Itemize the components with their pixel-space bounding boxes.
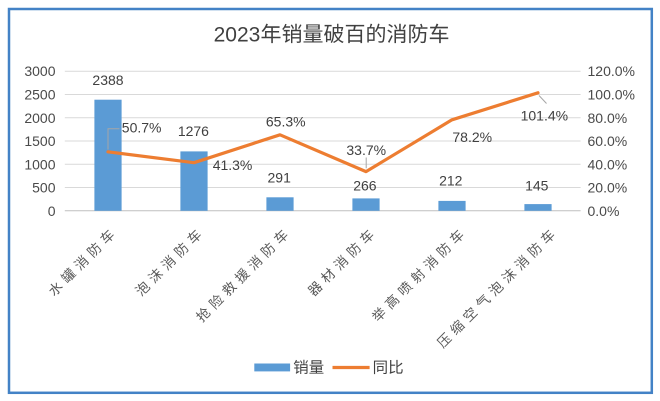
svg-text:145: 145	[525, 177, 549, 193]
svg-text:78.2%: 78.2%	[452, 129, 492, 145]
svg-text:212: 212	[439, 173, 463, 189]
svg-text:40.0%: 40.0%	[588, 156, 628, 172]
svg-text:2388: 2388	[92, 72, 123, 88]
svg-text:100.0%: 100.0%	[588, 87, 635, 103]
svg-text:1276: 1276	[178, 123, 209, 139]
svg-text:2023: 2023	[214, 23, 261, 46]
svg-text:266: 266	[353, 177, 377, 193]
svg-text:0.0%: 0.0%	[588, 203, 620, 219]
svg-text:2000: 2000	[24, 110, 55, 126]
svg-text:60.0%: 60.0%	[588, 133, 628, 149]
svg-text:101.4%: 101.4%	[521, 108, 568, 124]
svg-text:291: 291	[268, 170, 292, 186]
svg-text:20.0%: 20.0%	[588, 180, 628, 196]
svg-text:33.7%: 33.7%	[346, 142, 386, 158]
svg-text:500: 500	[32, 180, 56, 196]
svg-text:50.7%: 50.7%	[122, 119, 162, 135]
svg-text:1500: 1500	[24, 133, 55, 149]
svg-text:3000: 3000	[24, 63, 55, 79]
svg-text:120.0%: 120.0%	[588, 63, 635, 79]
svg-text:80.0%: 80.0%	[588, 110, 628, 126]
svg-text:0: 0	[48, 203, 56, 219]
svg-text:1000: 1000	[24, 156, 55, 172]
svg-text:65.3%: 65.3%	[266, 113, 306, 129]
svg-text:2500: 2500	[24, 87, 55, 103]
svg-text:41.3%: 41.3%	[213, 157, 253, 173]
